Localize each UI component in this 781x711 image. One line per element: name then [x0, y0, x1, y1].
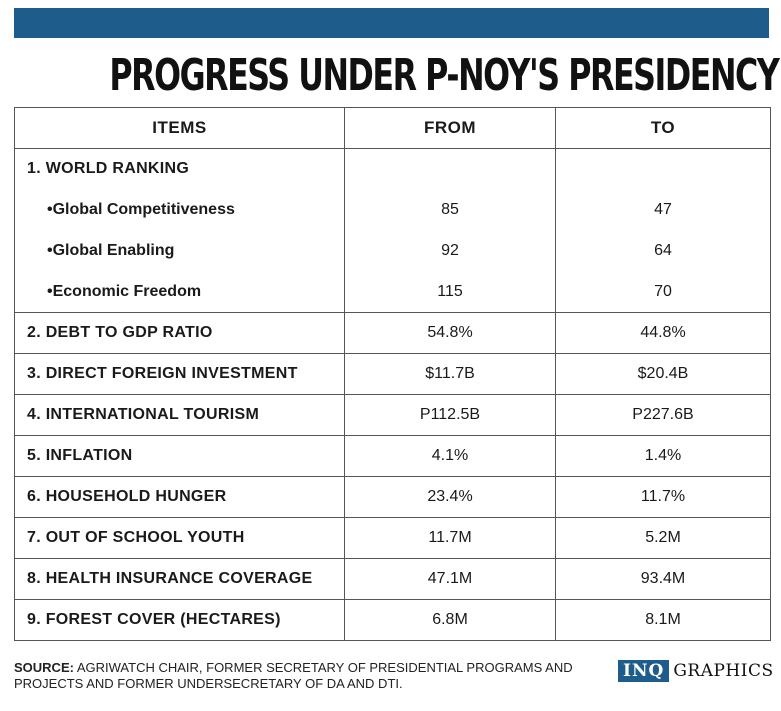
cell-from [344, 148, 556, 190]
table-row: •Economic Freedom 115 70 [14, 271, 771, 313]
table-row: 8. HEALTH INSURANCE COVERAGE 47.1M 93.4M [14, 558, 771, 600]
source-note: SOURCE: AGRIWATCH CHAIR, FORMER SECRETAR… [14, 660, 594, 692]
cell-from: 115 [344, 271, 556, 313]
cell-item: 5. INFLATION [14, 435, 345, 477]
cell-to: P227.6B [555, 394, 771, 436]
cell-to: 64 [555, 230, 771, 272]
cell-from: 23.4% [344, 476, 556, 518]
cell-item: 9. FOREST COVER (HECTARES) [14, 599, 345, 641]
table-row: •Global Competitiveness 85 47 [14, 189, 771, 231]
table-row: 4. INTERNATIONAL TOURISM P112.5B P227.6B [14, 394, 771, 436]
cell-from: 85 [344, 189, 556, 231]
brand-text: GRAPHICS [673, 661, 774, 681]
source-text: AGRIWATCH CHAIR, FORMER SECRETARY OF PRE… [14, 660, 573, 691]
cell-item: •Global Competitiveness [14, 189, 345, 231]
cell-to [555, 148, 771, 190]
cell-from: 47.1M [344, 558, 556, 600]
cell-item: •Economic Freedom [14, 271, 345, 313]
table-row: 7. OUT OF SCHOOL YOUTH 11.7M 5.2M [14, 517, 771, 559]
progress-table: ITEMS FROM TO 1. WORLD RANKING •Global Co… [14, 107, 771, 641]
cell-from: 92 [344, 230, 556, 272]
cell-item: 6. HOUSEHOLD HUNGER [14, 476, 345, 518]
cell-item: 2. DEBT TO GDP RATIO [14, 312, 345, 354]
table-row: 2. DEBT TO GDP RATIO 54.8% 44.8% [14, 312, 771, 354]
cell-from: P112.5B [344, 394, 556, 436]
infographic-title: PROGRESS UNDER P-NOY'S PRESIDENCY [109, 50, 779, 101]
cell-to: 44.8% [555, 312, 771, 354]
cell-item: 7. OUT OF SCHOOL YOUTH [14, 517, 345, 559]
cell-item: 1. WORLD RANKING [14, 148, 345, 190]
table-row: 9. FOREST COVER (HECTARES) 6.8M 8.1M [14, 599, 771, 641]
top-banner-bar [14, 8, 769, 38]
header-from: FROM [344, 107, 556, 149]
cell-from: 54.8% [344, 312, 556, 354]
cell-item: •Global Enabling [14, 230, 345, 272]
cell-item: 8. HEALTH INSURANCE COVERAGE [14, 558, 345, 600]
brand-box: INQ [618, 660, 670, 682]
cell-to: 70 [555, 271, 771, 313]
table-body: 1. WORLD RANKING •Global Competitiveness 8… [14, 148, 771, 641]
cell-from: 11.7M [344, 517, 556, 559]
table-row: •Global Enabling 92 64 [14, 230, 771, 272]
cell-to: 5.2M [555, 517, 771, 559]
table-header-row: ITEMS FROM TO [14, 107, 771, 149]
cell-from: 6.8M [344, 599, 556, 641]
cell-item: 4. INTERNATIONAL TOURISM [14, 394, 345, 436]
table-row: 5. INFLATION 4.1% 1.4% [14, 435, 771, 477]
cell-to: 11.7% [555, 476, 771, 518]
cell-to: 8.1M [555, 599, 771, 641]
header-items: ITEMS [14, 107, 345, 149]
cell-to: 93.4M [555, 558, 771, 600]
inq-graphics-logo: INQ GRAPHICS [618, 660, 774, 682]
cell-to: 47 [555, 189, 771, 231]
source-label: SOURCE: [14, 660, 74, 675]
table-row: 3. DIRECT FOREIGN INVESTMENT $11.7B $20.4B [14, 353, 771, 395]
cell-item: 3. DIRECT FOREIGN INVESTMENT [14, 353, 345, 395]
cell-from: 4.1% [344, 435, 556, 477]
table-row: 6. HOUSEHOLD HUNGER 23.4% 11.7% [14, 476, 771, 518]
cell-to: 1.4% [555, 435, 771, 477]
table-row: 1. WORLD RANKING [14, 148, 771, 190]
cell-from: $11.7B [344, 353, 556, 395]
cell-to: $20.4B [555, 353, 771, 395]
header-to: TO [555, 107, 771, 149]
